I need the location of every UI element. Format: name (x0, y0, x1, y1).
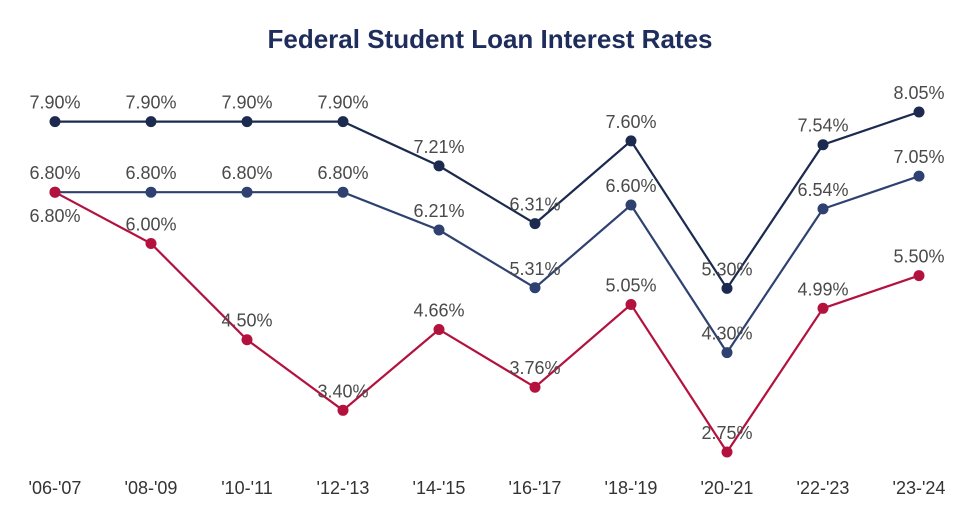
series-2-point (433, 224, 445, 236)
series-2-point (145, 186, 157, 198)
series-2-point (337, 186, 349, 198)
series-1-point (241, 116, 253, 128)
series-3-data-label: 4.99% (797, 279, 848, 299)
series-1-point (529, 218, 541, 230)
x-tick-label: '06-'07 (29, 478, 82, 498)
x-tick-label: '14-'15 (413, 478, 466, 498)
series-2-data-label: 5.31% (509, 259, 560, 279)
series-3-point (817, 302, 829, 314)
series-1-point (49, 116, 61, 128)
series-3-point (721, 446, 733, 458)
x-tick-label: '10-'11 (221, 478, 273, 498)
series-2-data-label: 4.30% (701, 324, 752, 344)
series-3-point (337, 404, 349, 416)
series-2-point (241, 186, 253, 198)
series-3-data-label: 3.76% (509, 358, 560, 378)
series-1-data-label: 7.90% (221, 93, 272, 113)
series-1-data-label: 7.90% (29, 93, 80, 113)
series-2-data-label: 6.80% (221, 163, 272, 183)
series-1-point (913, 106, 925, 118)
series-3-line (54, 191, 920, 454)
series-2-data-label: 6.60% (605, 176, 656, 196)
series-1-data-label: 7.54% (797, 116, 848, 136)
x-tick-label: '20-'21 (701, 478, 754, 498)
series-3-data-label: 2.75% (701, 423, 752, 443)
series-1-point (145, 116, 157, 128)
series-1-data-label: 7.90% (125, 93, 176, 113)
x-tick-label: '23-'24 (893, 478, 946, 498)
series-3-data-label: 4.50% (221, 311, 272, 331)
series-1-data-label: 8.05% (893, 83, 944, 103)
series-1-data-label: 6.31% (509, 195, 560, 215)
series-1-data-label: 7.60% (605, 112, 656, 132)
series-3-data-label: 5.05% (605, 275, 656, 295)
series-lines (54, 110, 920, 454)
x-tick-label: '08-'09 (125, 478, 178, 498)
series-1-point (625, 135, 637, 147)
series-2-point (913, 170, 925, 182)
series-2-point (817, 203, 829, 215)
series-1-data-label: 7.21% (413, 137, 464, 157)
series-3-point (49, 186, 61, 198)
series-3-point (145, 238, 157, 250)
x-axis-tick-labels: '06-'07 '08-'09 '10-'11 '12-'13 '14-'15 '16-'… (29, 478, 946, 498)
series-1-data-label: 7.90% (317, 93, 368, 113)
series-2-point (721, 347, 733, 359)
series-1-line (55, 110, 920, 291)
series-2-data-label: 6.80% (29, 163, 80, 183)
series-2-data-label: 6.54% (797, 180, 848, 200)
series-3-point (433, 323, 445, 335)
series-1-data-label: 5.30% (701, 259, 752, 279)
series-2-line (55, 175, 920, 355)
x-tick-label: '16-'17 (509, 478, 562, 498)
series-3-point (241, 334, 253, 346)
data-labels: 7.90% 7.90% 7.90% 7.90% 7.21% 6.31% 7.60% 5.30%… (29, 83, 944, 443)
series-3-point (625, 298, 637, 310)
series-3-data-label: 3.40% (317, 381, 368, 401)
series-3-point (913, 270, 925, 282)
series-2-point (529, 282, 541, 294)
series-points (49, 106, 925, 458)
series-1-point (433, 160, 445, 172)
series-3-data-label: 6.00% (125, 215, 176, 235)
series-2-data-label: 6.80% (317, 163, 368, 183)
x-tick-label: '12-'13 (317, 478, 370, 498)
series-3-data-label: 6.80% (29, 206, 80, 226)
series-3-point (529, 381, 541, 393)
series-2-data-label: 6.21% (413, 201, 464, 221)
series-2-data-label: 7.05% (893, 147, 944, 167)
series-2-data-label: 6.80% (125, 163, 176, 183)
series-1-point (721, 282, 733, 294)
series-1-point (817, 139, 829, 151)
series-1-point (337, 116, 349, 128)
series-2-point (625, 199, 637, 211)
x-tick-label: '18-'19 (605, 478, 658, 498)
series-3-data-label: 5.50% (893, 247, 944, 267)
chart-title: Federal Student Loan Interest Rates (268, 24, 713, 54)
series-3-data-label: 4.66% (413, 300, 464, 320)
x-tick-label: '22-'23 (797, 478, 850, 498)
